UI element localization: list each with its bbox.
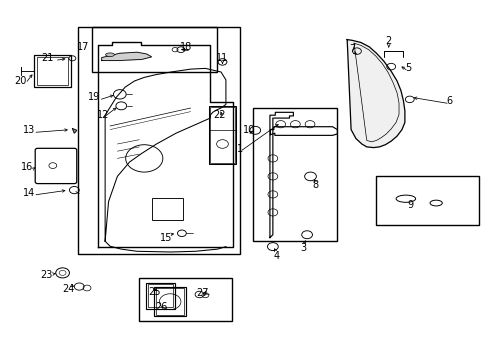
Bar: [145, 283, 175, 309]
Text: 13: 13: [23, 125, 36, 135]
Text: 17: 17: [77, 42, 89, 52]
Text: 4: 4: [273, 251, 279, 261]
Bar: [139, 278, 231, 321]
Text: 14: 14: [23, 188, 36, 198]
Bar: [37, 57, 68, 85]
Text: 21: 21: [41, 53, 54, 63]
Text: 2: 2: [385, 36, 391, 46]
Text: 24: 24: [62, 284, 75, 294]
Text: 7: 7: [348, 44, 354, 54]
Bar: [155, 288, 184, 315]
Text: 27: 27: [196, 288, 209, 298]
Text: 1: 1: [236, 144, 242, 154]
Text: 25: 25: [147, 287, 160, 297]
Text: 20: 20: [14, 76, 27, 86]
Text: 16: 16: [20, 162, 33, 172]
Text: 8: 8: [312, 180, 318, 190]
Text: 22: 22: [212, 110, 225, 120]
Polygon shape: [72, 129, 77, 133]
Ellipse shape: [105, 53, 114, 57]
Text: 26: 26: [155, 302, 167, 312]
Bar: [34, 55, 71, 87]
Polygon shape: [346, 40, 404, 148]
Bar: [210, 107, 235, 163]
Bar: [78, 27, 239, 254]
Text: 11: 11: [216, 53, 228, 63]
Bar: [92, 27, 216, 72]
Text: 15: 15: [160, 233, 172, 243]
Text: 3: 3: [300, 243, 305, 253]
Text: 9: 9: [407, 200, 413, 210]
Text: 5: 5: [405, 63, 410, 73]
Text: 10: 10: [243, 125, 255, 135]
Text: 18: 18: [179, 42, 192, 52]
Text: 6: 6: [446, 96, 452, 106]
Polygon shape: [102, 52, 151, 60]
Text: 19: 19: [87, 92, 100, 102]
Text: 12: 12: [96, 110, 109, 120]
Bar: [151, 198, 183, 220]
Bar: [147, 284, 173, 307]
Bar: [253, 108, 337, 241]
Bar: [209, 106, 236, 164]
Bar: [375, 176, 478, 225]
Text: 23: 23: [40, 270, 53, 280]
Bar: [154, 287, 185, 316]
